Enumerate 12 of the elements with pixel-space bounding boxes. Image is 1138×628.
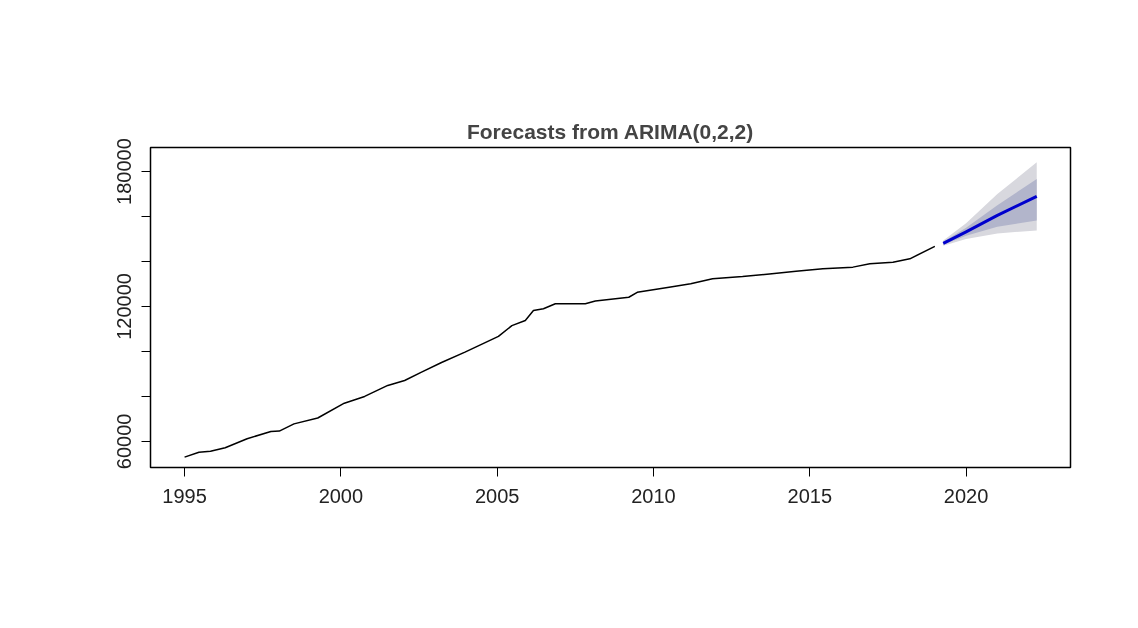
line-series <box>183 245 936 458</box>
x-tick-label: 2010 <box>631 484 676 507</box>
y-tick-label: 120000 <box>113 273 136 340</box>
x-tick-label: 2020 <box>943 484 989 507</box>
y-tick-label: 180000 <box>113 138 136 205</box>
chart-title: Forecasts from ARIMA(0,2,2) <box>466 119 754 143</box>
y-tick-label: 60000 <box>113 413 136 470</box>
x-tick-label: 1995 <box>162 484 207 507</box>
x-tick-label: 2015 <box>787 484 833 507</box>
x-tick-label: 2000 <box>318 484 364 507</box>
line-series <box>941 194 1039 245</box>
x-tick-label: 2005 <box>474 484 520 507</box>
